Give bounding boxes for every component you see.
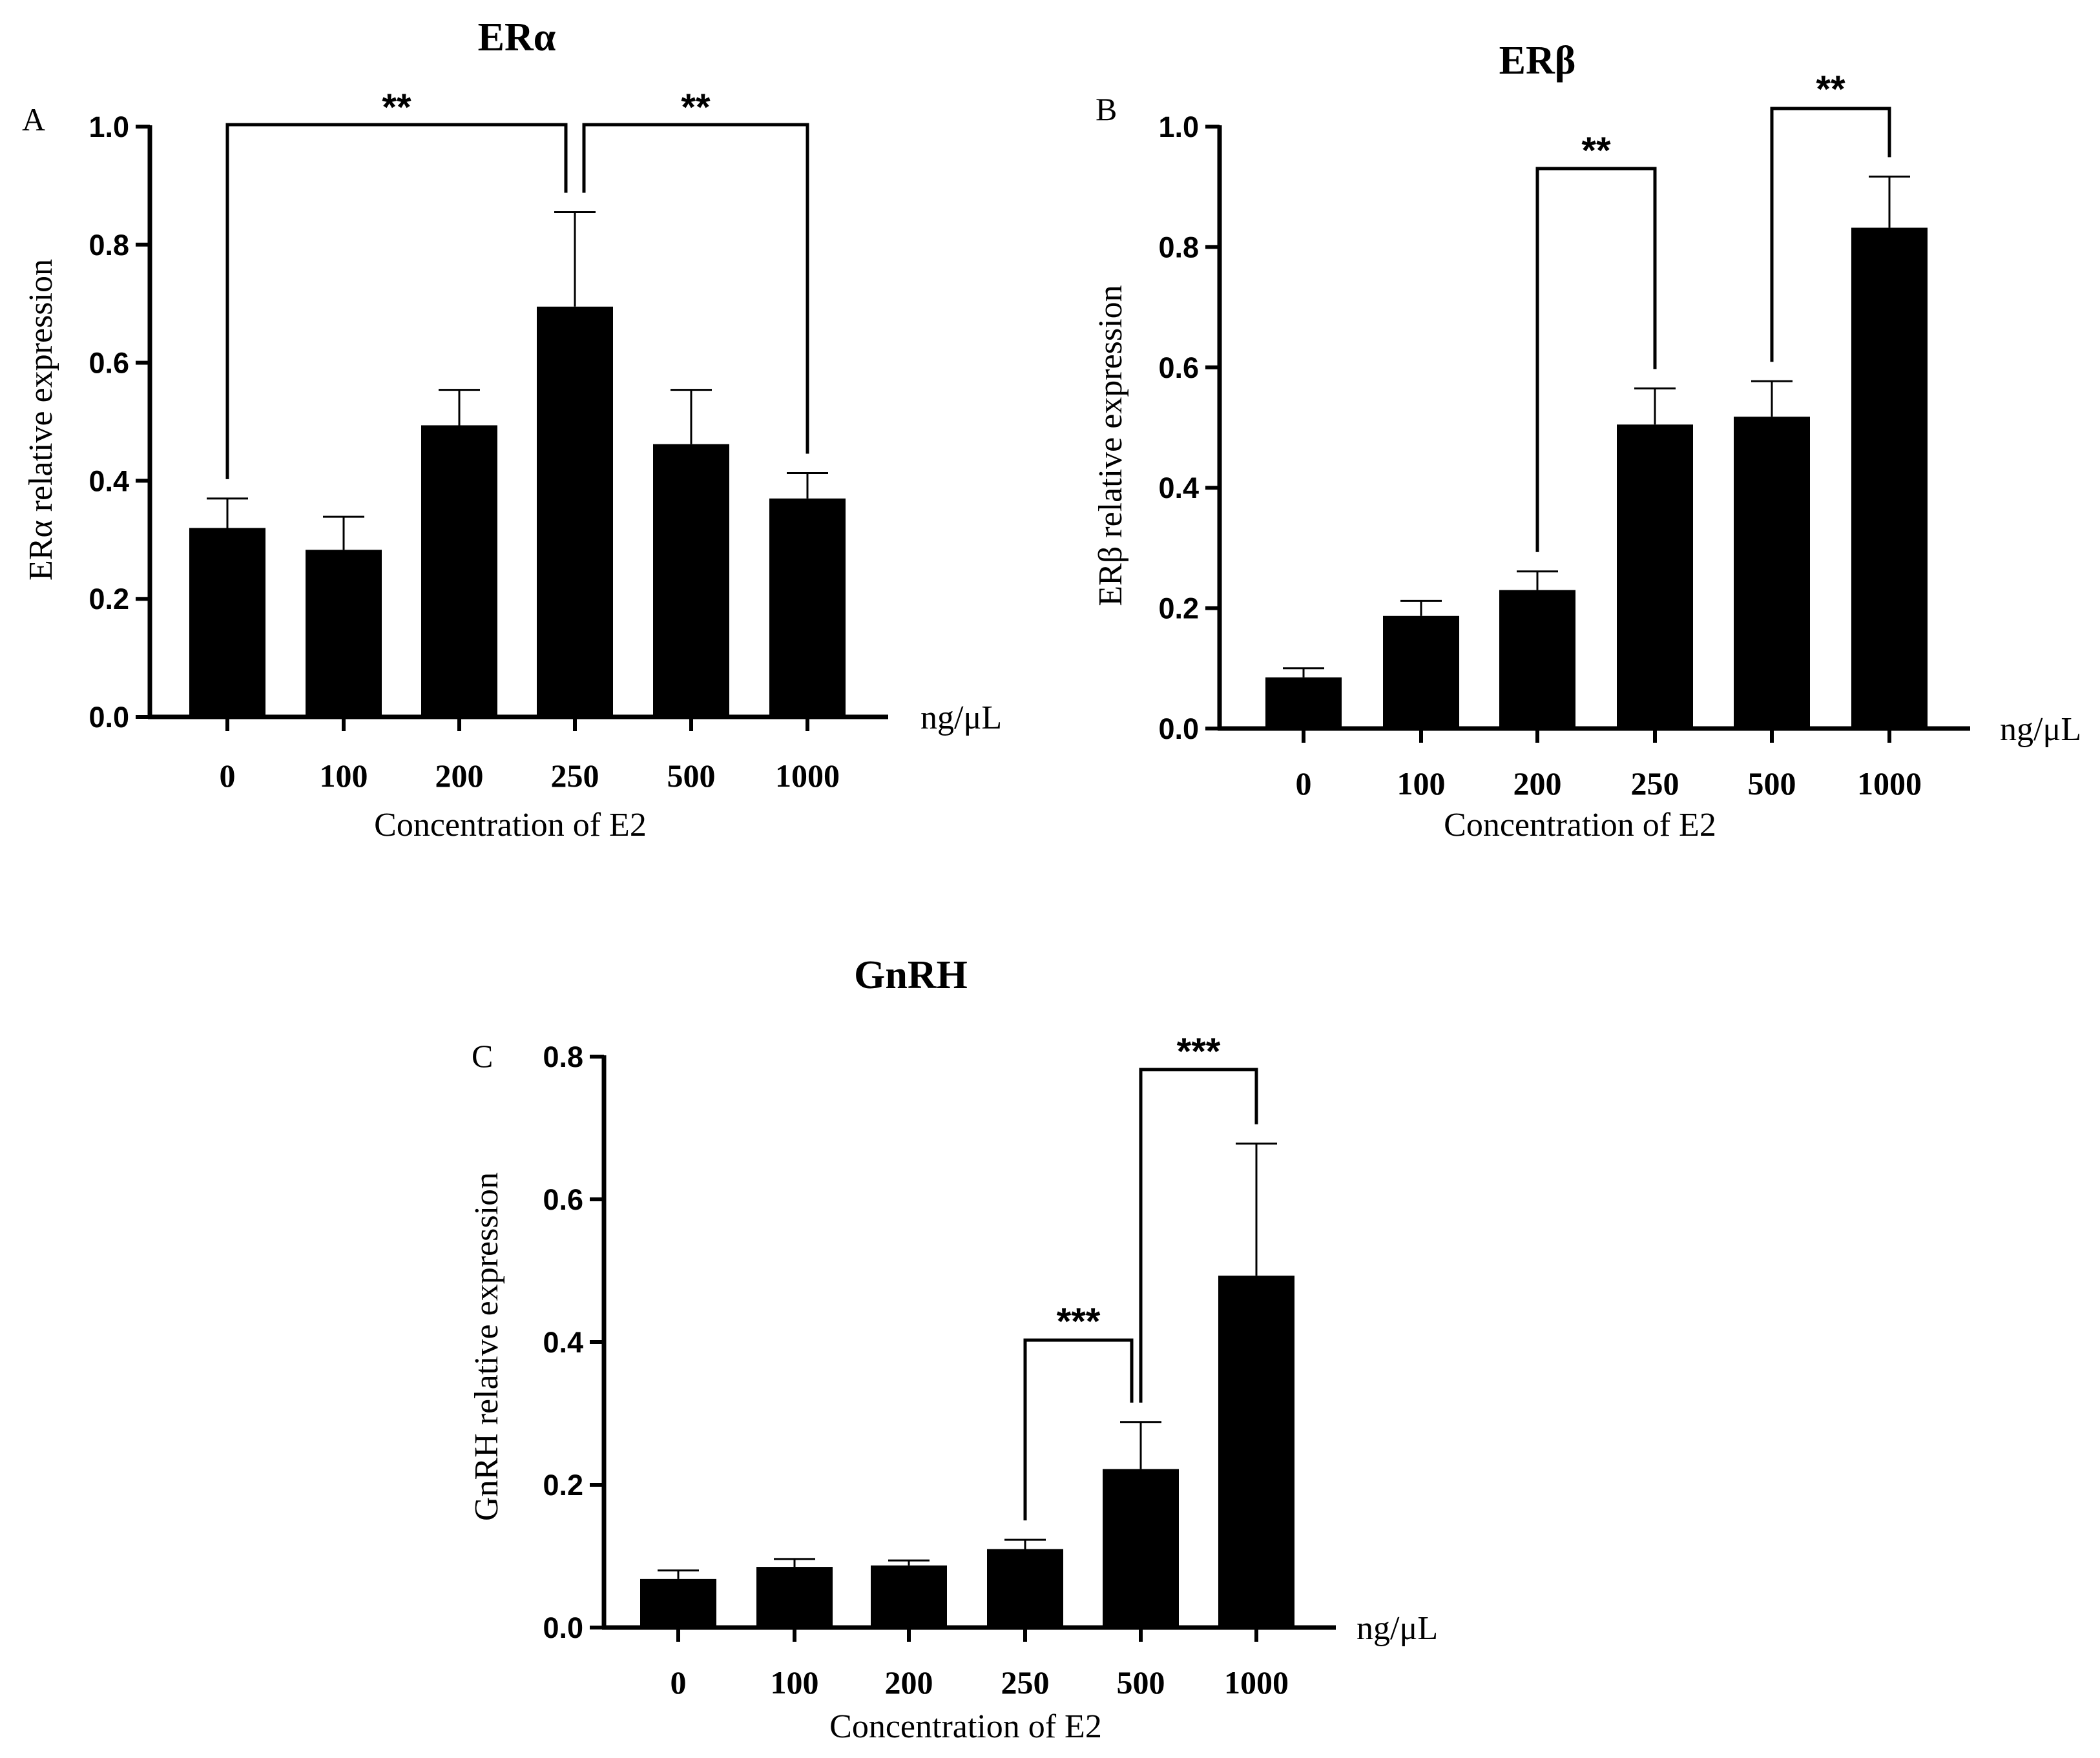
x-tick-label: 500 [1748,765,1796,801]
chart-title: ERα [478,16,556,59]
x-tick-label: 100 [1397,765,1446,801]
y-tick-label: 0.0 [88,701,129,734]
y-tick-label: 0.4 [88,464,129,497]
x-tick-label: 250 [551,758,599,794]
bar [189,528,265,717]
y-tick-label: 0.2 [88,583,129,615]
unit-label: ng/μL [2000,711,2081,748]
y-tick-label: 0.6 [1158,351,1199,384]
chart-panel-a: ERα A 0.0 0.2 0.4 0.6 0.8 1.0 0 100 200 250 500 1000 C… [22,16,1002,843]
x-tick-label: 250 [1631,765,1679,801]
x-tick-label: 1000 [1224,1664,1289,1701]
significance-bracket [1023,1338,1134,1521]
bar [756,1567,833,1628]
chart-panel-c: GnRH C 0.0 0.2 0.4 0.6 0.8 0 100 200 250 500 1000 Con… [468,953,1438,1745]
x-tick-label: 100 [771,1664,819,1701]
x-tick-label: 0 [671,1664,687,1701]
bar [537,306,613,717]
y-tick-label: 1.0 [88,110,129,143]
y-tick-label: 0.0 [543,1611,583,1644]
significance-label: ** [681,87,711,129]
x-tick-label: 500 [1117,1664,1165,1701]
y-tick-label: 0.8 [543,1040,583,1073]
y-axis-title: ERα relative expression [23,259,59,581]
significance-bracket [225,123,568,479]
significance-bracket [1139,1068,1258,1403]
significance-label: *** [1057,1301,1101,1343]
significance-bracket [582,123,809,454]
chart-title: GnRH [854,953,968,997]
x-tick-label: 0 [220,758,236,794]
x-tick-label: 100 [320,758,368,794]
chart-title: ERβ [1499,39,1576,83]
bar [1734,417,1810,729]
y-axis-title: GnRH relative expression [468,1172,505,1521]
panel-letter: B [1096,91,1117,127]
bar [769,498,846,717]
significance-label: ** [1816,68,1845,110]
y-tick-label: 0.2 [1158,592,1199,625]
x-tick-label: 1000 [775,758,840,794]
bar [1617,424,1693,729]
y-tick-label: 0.6 [543,1183,583,1216]
x-tick-label: 200 [885,1664,933,1701]
y-tick-label: 0.0 [1158,712,1199,745]
x-tick-label: 500 [667,758,716,794]
x-axis-title: Concentration of E2 [1444,807,1716,843]
bar [653,444,729,717]
panel-letter: A [22,101,45,138]
bar [1265,677,1342,729]
y-tick-label: 0.6 [88,347,129,380]
bar [871,1565,947,1628]
x-axis-title: Concentration of E2 [374,807,647,843]
chart-panel-b: ERβ B 0.0 0.2 0.4 0.6 0.8 1.0 0 100 200 250 500 1000 C… [1092,39,2081,843]
bar [421,425,497,717]
y-tick-label: 0.4 [1158,471,1199,504]
y-tick-label: 0.8 [88,229,129,262]
unit-label: ng/μL [920,699,1002,736]
x-tick-label: 0 [1296,765,1312,801]
significance-label: ** [1581,130,1611,172]
bar [640,1578,716,1628]
unit-label: ng/μL [1357,1610,1438,1647]
significance-label: *** [1177,1031,1221,1073]
y-tick-label: 0.2 [543,1469,583,1502]
y-axis-title: ERβ relative expression [1092,285,1129,606]
bar [987,1549,1063,1628]
bar [1218,1276,1294,1628]
bar [1499,590,1575,729]
x-tick-label: 200 [1513,765,1562,801]
significance-bracket [1535,167,1657,552]
y-tick-label: 0.8 [1158,231,1199,264]
y-tick-label: 0.4 [543,1326,583,1359]
x-axis-title: Concentration of E2 [829,1708,1102,1745]
panel-letter: C [472,1038,493,1074]
x-tick-label: 200 [435,758,484,794]
bar [306,550,382,717]
significance-label: ** [382,87,411,129]
bar [1383,615,1459,729]
significance-bracket [1770,107,1891,362]
x-tick-label: 1000 [1857,765,1922,801]
y-tick-label: 1.0 [1158,110,1199,143]
x-tick-label: 250 [1001,1664,1050,1701]
bar [1103,1469,1179,1628]
bar [1851,227,1928,729]
